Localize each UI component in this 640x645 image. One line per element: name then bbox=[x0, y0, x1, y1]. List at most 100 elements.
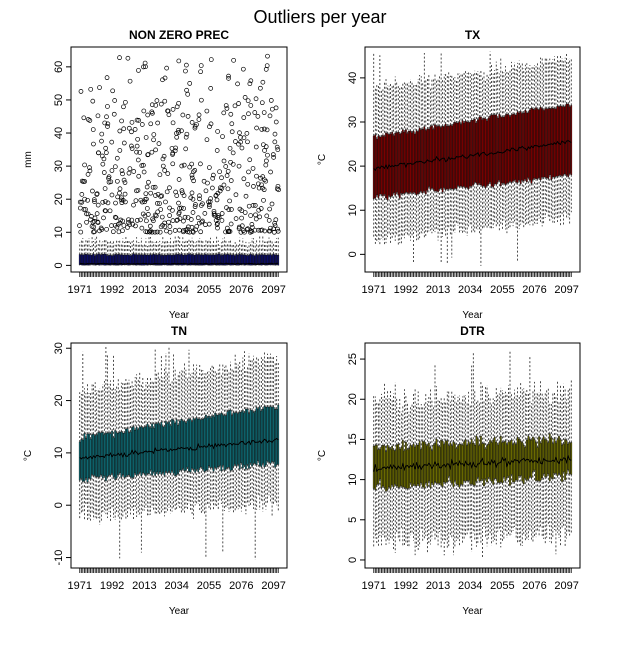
box bbox=[431, 125, 433, 188]
outlier-point bbox=[150, 110, 155, 116]
box bbox=[544, 108, 547, 178]
box-year-2005 bbox=[131, 380, 133, 509]
outlier-point bbox=[203, 188, 209, 194]
box-year-1996 bbox=[117, 377, 120, 519]
y-tick-label: 10 bbox=[53, 447, 65, 459]
box-year-2030 bbox=[169, 382, 172, 514]
box bbox=[389, 448, 392, 489]
box-year-1978 bbox=[383, 383, 386, 539]
box-year-1982 bbox=[94, 191, 100, 266]
outlier-point bbox=[102, 186, 108, 191]
outlier-point bbox=[134, 218, 140, 223]
outlier-point bbox=[261, 126, 267, 132]
outlier-point bbox=[170, 120, 176, 126]
outlier-point bbox=[91, 224, 97, 230]
box-year-2019 bbox=[446, 391, 449, 550]
box-year-2024 bbox=[454, 77, 456, 233]
box bbox=[464, 120, 467, 188]
outlier-point bbox=[250, 203, 256, 208]
box bbox=[377, 449, 380, 484]
x-tick-label: 1971 bbox=[68, 284, 92, 296]
box bbox=[397, 131, 400, 195]
box-year-2100 bbox=[570, 57, 573, 213]
box bbox=[420, 129, 423, 192]
x-tick-label: 2034 bbox=[164, 284, 188, 296]
box-year-2031 bbox=[464, 70, 467, 233]
box bbox=[218, 414, 221, 466]
y-tick-label: 40 bbox=[53, 127, 65, 139]
x-tick-label: 2013 bbox=[132, 580, 156, 592]
outlier-point bbox=[114, 155, 120, 161]
outlier-point bbox=[153, 193, 158, 198]
box bbox=[536, 109, 539, 179]
box-year-2095 bbox=[562, 61, 565, 226]
outlier-point bbox=[196, 112, 202, 118]
outlier-point bbox=[215, 225, 220, 231]
box bbox=[372, 135, 375, 199]
outlier-point bbox=[108, 179, 114, 185]
outlier-point bbox=[99, 131, 105, 137]
box bbox=[254, 411, 257, 464]
box-year-1978 bbox=[383, 81, 386, 246]
box-year-1975 bbox=[83, 207, 89, 266]
box-year-2093 bbox=[264, 53, 270, 266]
box-year-2031 bbox=[171, 379, 173, 512]
box-year-2062 bbox=[512, 67, 514, 227]
outlier-point bbox=[157, 172, 163, 178]
outlier-point bbox=[120, 228, 125, 234]
box bbox=[443, 126, 446, 188]
box-year-2035 bbox=[177, 374, 180, 507]
box-year-2038 bbox=[475, 402, 478, 547]
outlier-point bbox=[120, 218, 125, 224]
outlier-point bbox=[82, 162, 87, 168]
outlier-point bbox=[183, 68, 188, 74]
box bbox=[403, 131, 406, 194]
box bbox=[398, 133, 401, 199]
box bbox=[251, 410, 253, 467]
median-line bbox=[373, 140, 572, 172]
box bbox=[409, 445, 412, 483]
outlier-point bbox=[272, 131, 278, 137]
box bbox=[570, 105, 573, 175]
outlier-point bbox=[141, 108, 147, 114]
box-year-1980 bbox=[386, 389, 389, 542]
box bbox=[536, 447, 539, 481]
box-year-2018 bbox=[151, 380, 153, 508]
box-year-2064 bbox=[515, 68, 517, 228]
outlier-point bbox=[207, 124, 212, 130]
outlier-point bbox=[221, 158, 227, 164]
box bbox=[261, 408, 264, 464]
box-year-1987 bbox=[103, 380, 106, 513]
box-year-2092 bbox=[558, 60, 560, 218]
box bbox=[570, 442, 573, 475]
box-year-1993 bbox=[406, 402, 409, 546]
box bbox=[140, 426, 143, 476]
outlier-point bbox=[263, 162, 269, 168]
outlier-point bbox=[267, 206, 272, 212]
box-year-2012 bbox=[139, 64, 146, 266]
box-year-2084 bbox=[545, 389, 548, 538]
box bbox=[258, 406, 261, 466]
outlier-point bbox=[102, 199, 108, 204]
box-year-1992 bbox=[111, 388, 113, 509]
outlier-point bbox=[95, 202, 101, 208]
outlier-point bbox=[229, 207, 234, 212]
x-tick-label: 2076 bbox=[229, 580, 253, 592]
outlier-point bbox=[275, 147, 281, 152]
box-year-1993 bbox=[110, 111, 117, 266]
box bbox=[111, 430, 113, 474]
outlier-point bbox=[152, 229, 158, 235]
box-year-1974 bbox=[81, 115, 88, 266]
outlier-point bbox=[260, 79, 266, 85]
outlier-point bbox=[129, 143, 134, 149]
box bbox=[385, 451, 387, 492]
box bbox=[466, 121, 469, 188]
outlier-point bbox=[82, 196, 88, 202]
outlier-point bbox=[144, 196, 149, 202]
box-year-1982 bbox=[389, 83, 392, 244]
outlier-point bbox=[189, 175, 195, 181]
box bbox=[463, 122, 465, 187]
box bbox=[92, 434, 95, 476]
outlier-point bbox=[87, 168, 93, 174]
outlier-point bbox=[190, 196, 196, 202]
